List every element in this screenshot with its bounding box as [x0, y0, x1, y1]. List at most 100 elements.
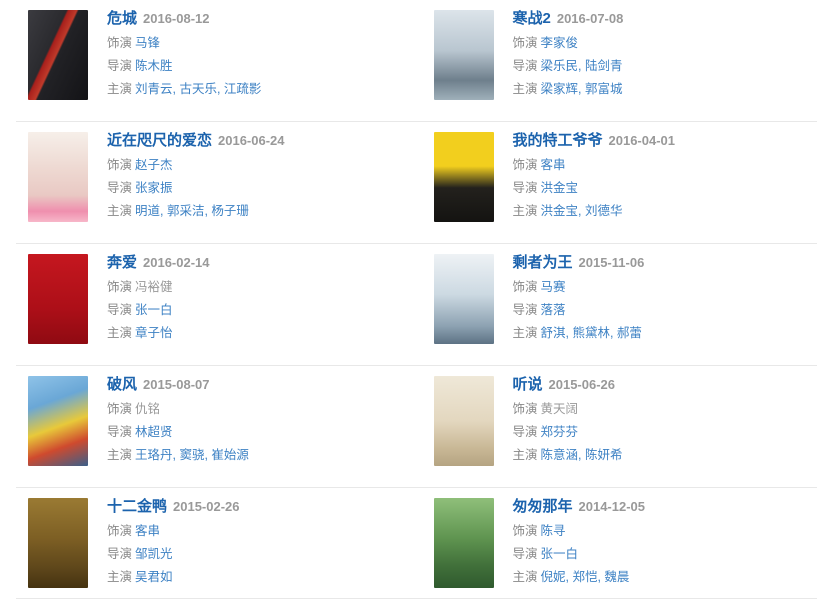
role-label: 饰演: [512, 158, 538, 172]
movie-row: 近在咫尺的爱恋 2016-06-24 饰演 赵子杰 导演 张家振 主演 明道, 郭采洁,…: [16, 122, 817, 244]
role-name-text: 仇铭: [135, 402, 161, 416]
movie-card: 近在咫尺的爱恋 2016-06-24 饰演 赵子杰 导演 张家振 主演 明道, 郭采洁,…: [16, 122, 412, 243]
role-label: 饰演: [512, 524, 538, 538]
role-label: 饰演: [107, 36, 133, 50]
movie-title-link[interactable]: 危城: [107, 10, 138, 27]
movie-info: 匆匆那年 2014-12-05 饰演 陈寻 导演 张一白 主演 倪妮, 郑恺, 魏晨: [513, 488, 646, 598]
movie-title-link[interactable]: 破风: [107, 376, 138, 393]
starring-label: 主演: [512, 204, 538, 218]
movie-title-link[interactable]: 剩者为王: [512, 254, 573, 271]
movie-info: 危城 2016-08-12 饰演 马锋 导演 陈木胜 主演 刘青云, 古天乐, 江疏影: [107, 0, 261, 121]
role-label: 饰演: [512, 402, 538, 416]
director-label: 导演: [512, 181, 538, 195]
movie-info: 破风 2015-08-07 饰演 仇铭 导演 林超贤 主演 王珞丹, 窦骁, 崔始源: [107, 366, 249, 487]
movie-poster-image[interactable]: [28, 10, 88, 100]
director-name-link[interactable]: 林超贤: [135, 425, 173, 439]
movie-card: 听说 2015-06-26 饰演 黄天阔 导演 郑芬芬 主演 陈意涵, 陈妍希: [412, 366, 818, 487]
director-name-link[interactable]: 张一白: [540, 547, 579, 561]
director-label: 导演: [512, 303, 538, 317]
role-name-link[interactable]: 赵子杰: [135, 158, 173, 172]
role-label: 饰演: [107, 158, 133, 172]
starring-names-link[interactable]: 梁家辉, 郭富城: [540, 82, 623, 96]
director-name-link[interactable]: 张家振: [135, 181, 173, 195]
starring-names-link[interactable]: 明道, 郭采洁, 杨子珊: [135, 204, 249, 218]
director-label: 导演: [107, 59, 133, 73]
director-label: 导演: [107, 425, 133, 439]
movie-row: 危城 2016-08-12 饰演 马锋 导演 陈木胜 主演 刘青云, 古天乐, 江疏影 …: [16, 0, 817, 122]
movie-poster-image[interactable]: [433, 498, 494, 588]
starring-label: 主演: [107, 82, 133, 96]
movie-info: 十二金鸭 2015-02-26 饰演 客串 导演 邹凯光 主演 吴君如: [107, 488, 240, 598]
release-date: 2015-11-06: [578, 255, 645, 270]
role-label: 饰演: [512, 280, 538, 294]
movie-poster-image[interactable]: [28, 132, 88, 222]
starring-names-link[interactable]: 舒淇, 熊黛林, 郝蕾: [540, 326, 642, 340]
starring-names-link[interactable]: 倪妮, 郑恺, 魏晨: [540, 570, 630, 584]
movie-info: 听说 2015-06-26 饰演 黄天阔 导演 郑芬芬 主演 陈意涵, 陈妍希: [513, 366, 623, 487]
movie-title-link[interactable]: 近在咫尺的爱恋: [107, 132, 213, 149]
movie-title-link[interactable]: 匆匆那年: [512, 498, 573, 515]
movie-card: 剩者为王 2015-11-06 饰演 马赛 导演 落落 主演 舒淇, 熊黛林, 郝蕾: [412, 244, 818, 365]
director-label: 导演: [107, 181, 133, 195]
movie-poster-image[interactable]: [433, 254, 494, 344]
movie-poster-image[interactable]: [28, 254, 88, 344]
movie-info: 奔爱 2016-02-14 饰演 冯裕健 导演 张一白 主演 章子怡: [107, 244, 210, 365]
director-name-link[interactable]: 张一白: [135, 303, 173, 317]
starring-label: 主演: [512, 82, 538, 96]
starring-label: 主演: [512, 448, 538, 462]
movie-title-link[interactable]: 寒战2: [512, 10, 551, 27]
director-label: 导演: [512, 425, 538, 439]
starring-names-link[interactable]: 王珞丹, 窦骁, 崔始源: [135, 448, 249, 462]
release-date: 2016-08-12: [143, 11, 210, 26]
movie-poster-image[interactable]: [433, 376, 494, 466]
director-label: 导演: [512, 547, 538, 561]
starring-names-link[interactable]: 洪金宝, 刘德华: [540, 204, 623, 218]
role-name-link[interactable]: 客串: [135, 524, 161, 538]
movie-title-link[interactable]: 我的特工爷爷: [512, 132, 603, 149]
release-date: 2015-08-07: [143, 377, 210, 392]
director-name-link[interactable]: 梁乐民, 陆剑青: [540, 59, 623, 73]
director-name-link[interactable]: 陈木胜: [135, 59, 173, 73]
starring-label: 主演: [107, 204, 133, 218]
director-name-link[interactable]: 落落: [540, 303, 566, 317]
director-label: 导演: [107, 303, 133, 317]
movie-title-link[interactable]: 奔爱: [107, 254, 138, 271]
role-name-link[interactable]: 马锋: [135, 36, 161, 50]
release-date: 2016-06-24: [218, 133, 285, 148]
release-date: 2014-12-05: [578, 499, 646, 514]
role-name-link[interactable]: 陈寻: [540, 524, 566, 538]
movie-poster-image[interactable]: [433, 132, 494, 222]
movie-row: 奔爱 2016-02-14 饰演 冯裕健 导演 张一白 主演 章子怡 剩者为王 2015-…: [16, 244, 817, 366]
release-date: 2016-07-08: [556, 11, 624, 26]
starring-names-link[interactable]: 章子怡: [135, 326, 173, 340]
movie-card: 匆匆那年 2014-12-05 饰演 陈寻 导演 张一白 主演 倪妮, 郑恺, 魏晨: [412, 488, 818, 598]
movie-info: 剩者为王 2015-11-06 饰演 马赛 导演 落落 主演 舒淇, 熊黛林, 郝蕾: [513, 244, 645, 365]
starring-names-link[interactable]: 吴君如: [135, 570, 173, 584]
movie-row: 十二金鸭 2015-02-26 饰演 客串 导演 邹凯光 主演 吴君如 匆匆那年 2014…: [16, 488, 817, 599]
director-name-link[interactable]: 郑芬芬: [540, 425, 579, 439]
release-date: 2015-06-26: [548, 377, 616, 392]
movie-row: 破风 2015-08-07 饰演 仇铭 导演 林超贤 主演 王珞丹, 窦骁, 崔始源 听…: [16, 366, 817, 488]
role-name-link[interactable]: 马赛: [540, 280, 566, 294]
release-date: 2015-02-26: [173, 499, 240, 514]
starring-names-link[interactable]: 刘青云, 古天乐, 江疏影: [135, 82, 262, 96]
movie-poster-image[interactable]: [28, 498, 88, 588]
director-label: 导演: [512, 59, 538, 73]
movie-poster-image[interactable]: [28, 376, 88, 466]
movie-info: 寒战2 2016-07-08 饰演 李家俊 导演 梁乐民, 陆剑青 主演 梁家辉, 郭富…: [513, 0, 624, 121]
role-name-link[interactable]: 李家俊: [540, 36, 579, 50]
role-name-link[interactable]: 客串: [540, 158, 566, 172]
movie-poster-image[interactable]: [433, 10, 494, 100]
movie-title-link[interactable]: 十二金鸭: [107, 498, 168, 515]
movie-card: 危城 2016-08-12 饰演 马锋 导演 陈木胜 主演 刘青云, 古天乐, 江疏影: [16, 0, 412, 121]
movie-info: 我的特工爷爷 2016-04-01 饰演 客串 导演 洪金宝 主演 洪金宝, 刘德华: [513, 122, 676, 243]
director-name-link[interactable]: 洪金宝: [540, 181, 579, 195]
movie-card: 寒战2 2016-07-08 饰演 李家俊 导演 梁乐民, 陆剑青 主演 梁家辉, 郭富…: [412, 0, 818, 121]
role-label: 饰演: [107, 402, 133, 416]
director-name-link[interactable]: 邹凯光: [135, 547, 173, 561]
release-date: 2016-04-01: [608, 133, 676, 148]
starring-names-link[interactable]: 陈意涵, 陈妍希: [540, 448, 623, 462]
movie-title-link[interactable]: 听说: [512, 376, 543, 393]
